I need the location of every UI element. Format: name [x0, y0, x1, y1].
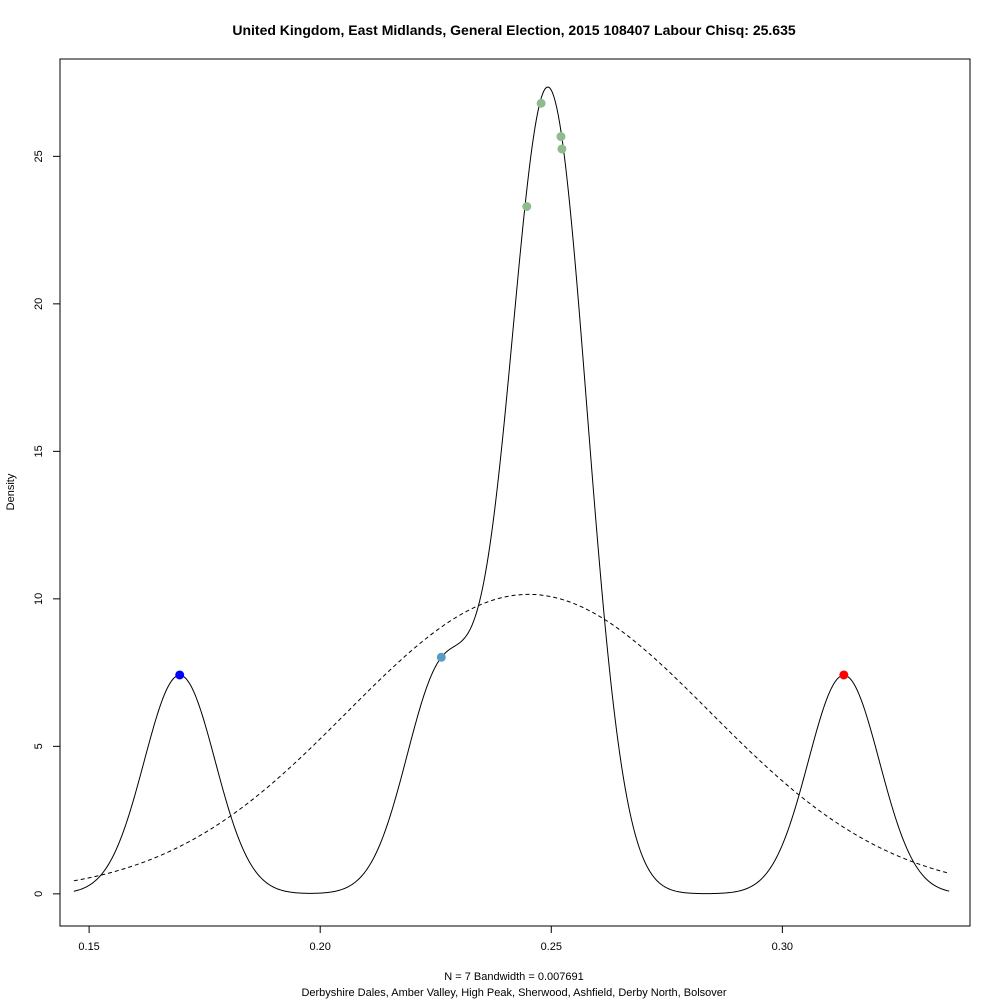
normal-fit-curve — [73, 593, 950, 882]
data-point — [436, 652, 446, 662]
x-tick-label: 0.25 — [541, 941, 562, 953]
data-point — [175, 670, 185, 680]
y-tick-label: 0 — [33, 891, 45, 897]
y-tick-label: 10 — [33, 593, 45, 605]
data-point — [556, 132, 566, 142]
data-points — [175, 98, 849, 680]
y-tick-label: 5 — [33, 743, 45, 749]
y-tick-label: 15 — [33, 445, 45, 457]
y-tick-label: 25 — [33, 150, 45, 162]
y-tick-label: 20 — [33, 298, 45, 310]
x-axis-sublabel: Derbyshire Dales, Amber Valley, High Pea… — [301, 987, 726, 999]
y-axis: 0 5 10 15 20 25 — [33, 150, 60, 897]
data-point — [522, 201, 532, 211]
chart-title: United Kingdom, East Midlands, General E… — [232, 22, 795, 38]
x-tick-label: 0.15 — [78, 941, 99, 953]
data-point — [557, 144, 567, 154]
x-axis: 0.15 0.20 0.25 0.30 — [78, 926, 793, 953]
x-tick-label: 0.30 — [772, 941, 793, 953]
kde-density-curve — [73, 86, 950, 895]
y-axis-label: Density — [5, 473, 17, 510]
x-tick-label: 0.20 — [309, 941, 330, 953]
data-point — [536, 98, 546, 108]
data-point — [839, 670, 849, 680]
plot-frame — [59, 58, 971, 927]
x-axis-label: N = 7 Bandwidth = 0.007691 — [444, 971, 583, 983]
